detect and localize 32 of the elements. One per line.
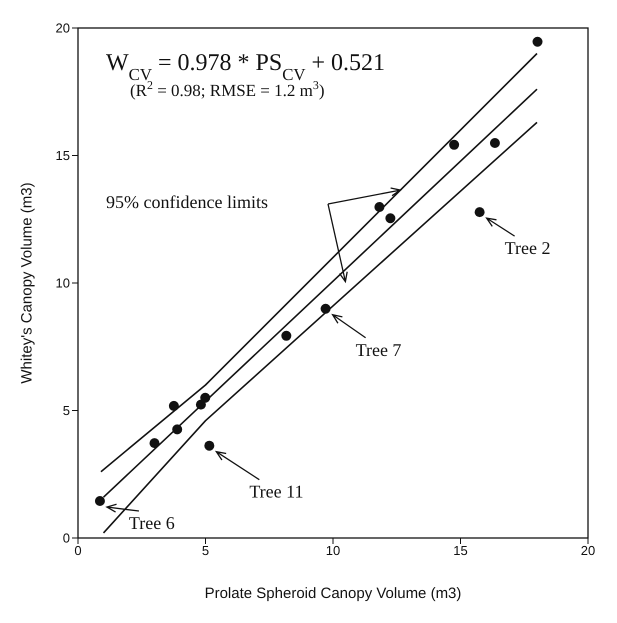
- y-tick-label: 0: [62, 530, 70, 546]
- y-axis-title: Whitey's Canopy Volume (m3): [18, 182, 36, 384]
- y-tick-label: 15: [56, 148, 70, 164]
- x-tick-label: 5: [202, 543, 210, 558]
- point: [196, 400, 206, 410]
- point: [200, 392, 210, 403]
- point: [281, 330, 292, 341]
- point: [204, 440, 214, 451]
- point: [385, 213, 396, 224]
- annotation: Tree 2: [504, 238, 550, 258]
- x-tick-label: 10: [326, 543, 340, 558]
- y-tick-label: 20: [56, 20, 70, 36]
- annotation: 95% confidence limits: [106, 192, 268, 212]
- annotation: Tree 6: [128, 513, 175, 534]
- x-tick-label: 0: [74, 543, 82, 558]
- point: [320, 304, 331, 314]
- annotation: Tree 11: [249, 482, 304, 502]
- point: [172, 424, 182, 434]
- y-tick-label: 5: [62, 403, 70, 418]
- point: [150, 438, 160, 448]
- x-axis-title: Prolate Spheroid Canopy Volume (m3): [204, 585, 462, 602]
- point: [474, 207, 485, 218]
- annotation: Tree 7: [356, 340, 402, 360]
- x-tick-label: 15: [453, 543, 468, 558]
- x-tick-label: 20: [580, 543, 596, 558]
- point: [94, 496, 105, 506]
- point: [374, 202, 384, 212]
- y-tick-label: 10: [56, 276, 70, 291]
- point: [532, 36, 543, 47]
- point: [168, 400, 179, 411]
- point: [449, 140, 460, 150]
- point: [490, 138, 500, 148]
